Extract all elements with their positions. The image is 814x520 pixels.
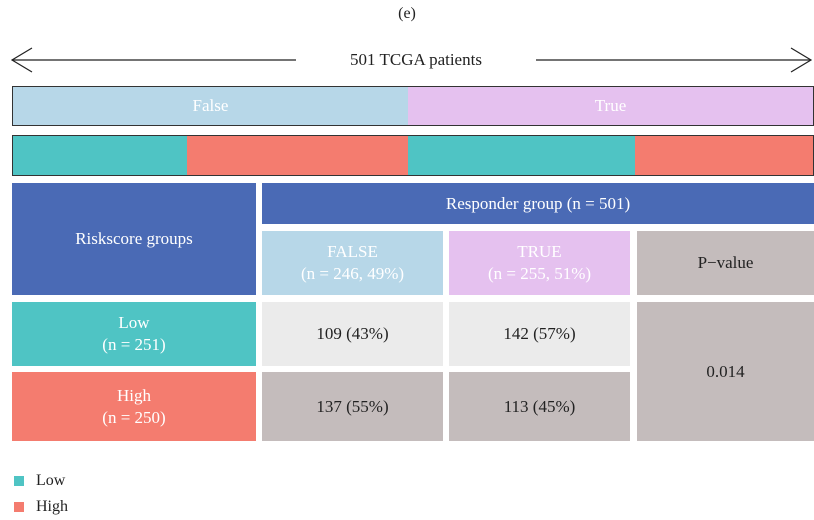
row-label-sub: (n = 251) <box>102 335 166 354</box>
row-header: Riskscore groups <box>12 183 256 295</box>
caption: (e) <box>398 5 416 22</box>
column-label: FALSE <box>327 242 378 261</box>
responder-bar: False True <box>12 86 814 126</box>
column-header: FALSE (n = 246, 49%) <box>262 231 443 295</box>
cohort-label: 501 TCGA patients <box>350 50 482 69</box>
risk-segment-high <box>635 136 813 175</box>
p-value: 0.014 <box>637 302 814 441</box>
column-sub: (n = 246, 49%) <box>300 264 405 283</box>
table-cell: 137 (55%) <box>262 372 443 441</box>
table: Riskscore groups Responder group (n = 50… <box>12 183 814 441</box>
legend-label: High <box>36 498 68 515</box>
responder-false: False <box>13 87 408 125</box>
legend-swatch <box>14 502 24 512</box>
arrow-head <box>10 47 33 73</box>
group-header: Responder group (n = 501) <box>262 183 814 224</box>
table-cell: 109 (43%) <box>262 302 443 366</box>
column-header: P−value <box>637 231 814 295</box>
arrow-head <box>790 47 813 73</box>
row-label-text: Low <box>118 313 150 332</box>
cohort-arrow <box>10 47 813 73</box>
row-label-sub: (n = 250) <box>102 407 166 427</box>
row-label: High (n = 250) <box>12 372 256 441</box>
responder-true: True <box>408 87 813 125</box>
row-label: Low (n = 251) <box>12 302 256 366</box>
column-header: TRUE (n = 255, 51%) <box>449 231 630 295</box>
risk-segment-low <box>408 136 635 175</box>
legend-swatch <box>14 476 24 486</box>
table-cell: 113 (45%) <box>449 372 630 441</box>
table-cell: 142 (57%) <box>449 302 630 366</box>
risk-segment-low <box>13 136 187 175</box>
row-label-text: High <box>117 385 151 405</box>
legend-label: Low <box>36 472 66 489</box>
legend-item: Low <box>14 470 214 492</box>
risk-bar <box>12 135 814 176</box>
legend-item: High <box>14 496 214 518</box>
risk-segment-high <box>187 136 408 175</box>
column-label: TRUE <box>517 242 562 261</box>
column-sub: (n = 255, 51%) <box>487 264 592 283</box>
